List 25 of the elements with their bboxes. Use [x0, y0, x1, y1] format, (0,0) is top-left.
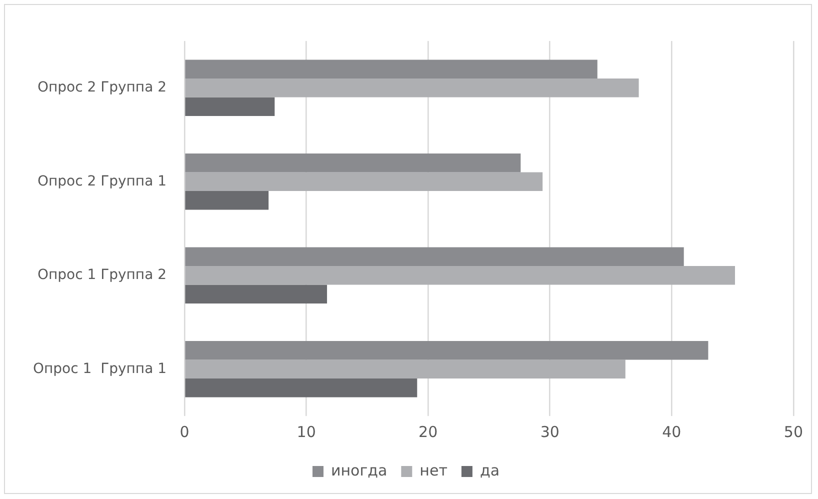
bar [185, 172, 543, 191]
bar [185, 341, 708, 360]
legend-label: иногда [330, 461, 388, 480]
bar [185, 247, 684, 266]
bar [185, 360, 626, 378]
legend-label: нет [420, 461, 448, 480]
bar [185, 284, 328, 304]
y-tick-label: Опрос 2 Группа 2 [37, 80, 167, 96]
x-tick-label: 10 [296, 422, 316, 441]
y-tick-label: Опрос 2 Группа 1 [37, 173, 167, 190]
bar [185, 266, 735, 285]
x-tick-label: 20 [418, 422, 438, 441]
bar [185, 97, 275, 116]
x-tick-label: 50 [784, 422, 804, 441]
x-tick-label: 0 [180, 422, 190, 441]
bar [185, 191, 269, 210]
y-tick-label: Опрос 1 Группа 2 [37, 267, 167, 284]
x-tick-label: 30 [540, 422, 560, 441]
bar [185, 60, 598, 78]
x-tick-label: 40 [662, 422, 682, 441]
y-tick-label: Опрос 1 Группа 1 [32, 360, 167, 377]
bar [185, 78, 639, 98]
bar [185, 154, 521, 172]
legend-label: да [480, 461, 500, 480]
bar [185, 378, 418, 398]
